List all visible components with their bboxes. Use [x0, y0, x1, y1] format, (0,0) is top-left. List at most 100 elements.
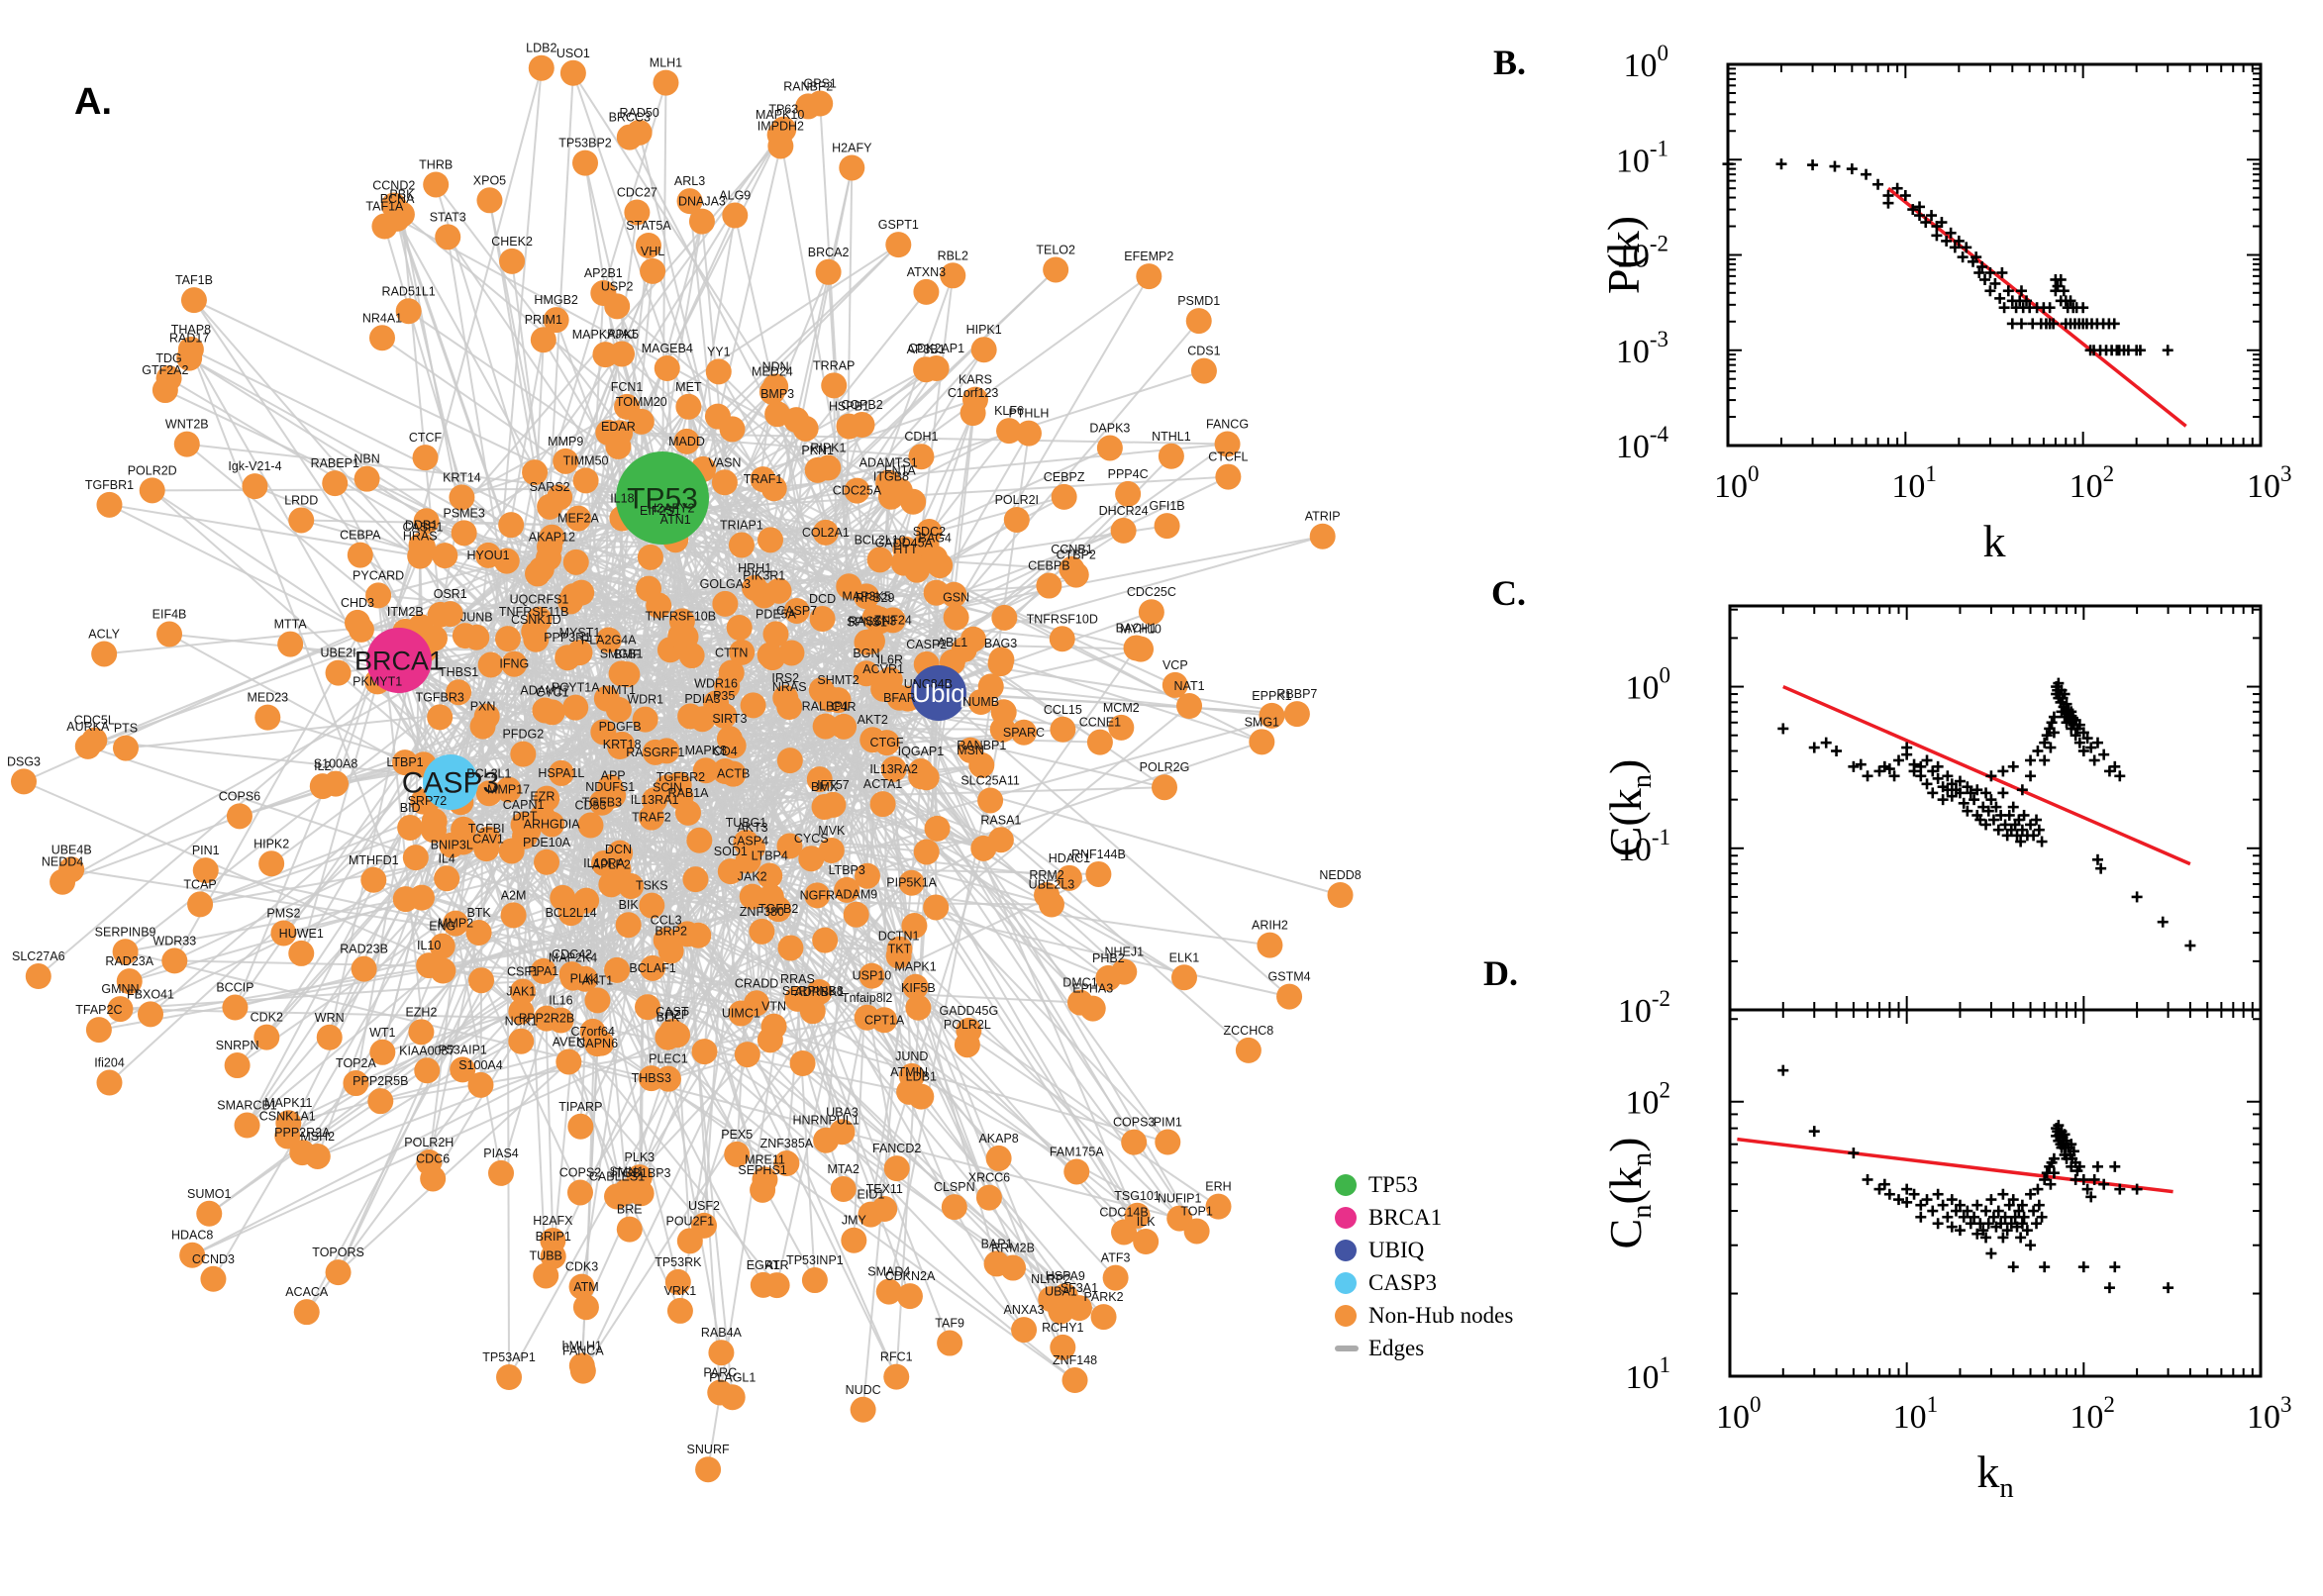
- gene-label: UBE2L3: [1029, 878, 1075, 892]
- gene-node: [923, 579, 950, 606]
- gene-node: [1215, 463, 1242, 490]
- gene-node: [180, 287, 207, 314]
- hub-node-tp53: [616, 451, 709, 545]
- gene-label: VTN: [761, 1000, 786, 1014]
- gene-node: [559, 59, 586, 86]
- x-tick-label: 103: [2247, 1392, 2292, 1436]
- gene-label: BRCA2: [808, 246, 850, 259]
- axis-ticks: [1727, 63, 2262, 447]
- gene-label: MSN: [957, 744, 984, 757]
- gene-label: ITGB1BP3: [612, 1166, 671, 1180]
- gene-node: [1086, 729, 1113, 755]
- y-tick-label: 100: [1624, 41, 1669, 84]
- gene-label: GSPT1: [878, 218, 919, 232]
- network-edge: [584, 977, 1168, 1144]
- legend-color-swatch: [1335, 1206, 1357, 1229]
- gene-node: [1309, 523, 1336, 549]
- gene-label: BCL2L10: [855, 533, 906, 547]
- gene-label: USO1: [556, 47, 590, 60]
- gene-node: [467, 1071, 494, 1098]
- gene-node: [222, 994, 249, 1021]
- gene-label: PCYT1A: [552, 681, 600, 695]
- gene-label: SOD1: [714, 845, 748, 858]
- network-edge: [796, 998, 816, 1281]
- gene-label: CDC42: [552, 948, 592, 961]
- gene-label: AKAP12: [529, 531, 575, 545]
- gene-node: [1108, 714, 1135, 741]
- gene-node: [408, 1019, 435, 1046]
- gene-node: [762, 373, 789, 400]
- gene-node: [913, 278, 940, 305]
- gene-node: [616, 1216, 643, 1243]
- gene-label: MAPK11: [264, 1096, 312, 1110]
- gene-node: [676, 188, 703, 215]
- gene-node: [628, 408, 655, 435]
- gene-label: BRCC3: [609, 111, 651, 125]
- gene-label: ACTB: [717, 767, 750, 781]
- gene-label: IL10: [417, 939, 441, 952]
- gene-label: CSF1: [507, 965, 539, 979]
- gene-label: WT1: [369, 1026, 395, 1040]
- network-edge: [426, 520, 929, 685]
- gene-label: AKT2: [858, 713, 888, 727]
- gene-label: TAF9: [935, 1317, 964, 1331]
- gene-node: [1085, 860, 1112, 887]
- gene-node: [96, 491, 123, 518]
- gene-node: [270, 920, 297, 947]
- gene-label: NGFR: [800, 888, 835, 902]
- gene-node: [446, 679, 472, 706]
- gene-label: MET: [675, 380, 702, 394]
- gene-label: SLC25A11: [960, 773, 1020, 787]
- gene-label: DSG3: [7, 754, 41, 768]
- hub-edge: [895, 692, 940, 1377]
- gene-label: MVK: [818, 824, 846, 838]
- gene-label: XPO5: [473, 173, 506, 187]
- gene-label: BAP1: [981, 1237, 1013, 1250]
- gene-node: [1095, 964, 1122, 991]
- gene-node: [708, 1340, 735, 1366]
- gene-node: [1152, 774, 1178, 801]
- gene-label: ITM2B: [387, 605, 424, 619]
- gene-node: [161, 948, 188, 974]
- gene-node: [548, 1007, 574, 1034]
- gene-label: IL2: [314, 759, 331, 773]
- gene-label: Tnfaip8l2: [842, 991, 892, 1005]
- gene-node: [664, 1268, 691, 1295]
- gene-label: ATM: [573, 1280, 598, 1294]
- legend-label: CASP3: [1368, 1269, 1438, 1295]
- gene-label: BACH1: [1116, 621, 1158, 635]
- gene-node: [450, 1056, 476, 1083]
- gene-node: [777, 935, 804, 961]
- legend-color-swatch: [1335, 1304, 1357, 1327]
- gene-node: [288, 940, 315, 966]
- gene-node: [875, 1278, 902, 1305]
- gene-node: [1133, 1229, 1160, 1255]
- network-edge: [717, 244, 899, 418]
- gene-label: ERH: [1205, 1180, 1231, 1194]
- gene-label: RAD51L1: [382, 284, 436, 298]
- y-axis-title-C: C(kn): [1600, 759, 1658, 857]
- gene-label: CSNK1D: [511, 613, 561, 627]
- gene-label: CDC25C: [1127, 585, 1176, 599]
- gene-node: [192, 857, 219, 884]
- gene-label: BFAR: [883, 691, 916, 705]
- gene-node: [572, 150, 599, 176]
- gene-label: IFNG: [499, 657, 529, 671]
- gene-node: [977, 787, 1004, 814]
- gene-label: SLC27A6: [12, 949, 65, 963]
- network-edge: [513, 914, 618, 971]
- gene-node: [1170, 964, 1197, 991]
- gene-label: UBE4B: [51, 843, 92, 856]
- gene-label: CPT1A: [864, 1013, 905, 1027]
- gene-node: [783, 407, 810, 434]
- network-edge: [400, 214, 465, 534]
- gene-label: IMPDH2: [758, 119, 804, 133]
- gene-label: CDK3: [565, 1260, 598, 1274]
- gene-label: PIM1: [1154, 1116, 1182, 1130]
- gene-label: PPP2R2B: [519, 1012, 574, 1026]
- gene-node: [533, 1262, 559, 1289]
- gene-label: S100A4: [458, 1058, 503, 1072]
- gene-node: [557, 588, 584, 615]
- gene-label: EZH2: [405, 1005, 437, 1019]
- gene-node: [876, 666, 903, 693]
